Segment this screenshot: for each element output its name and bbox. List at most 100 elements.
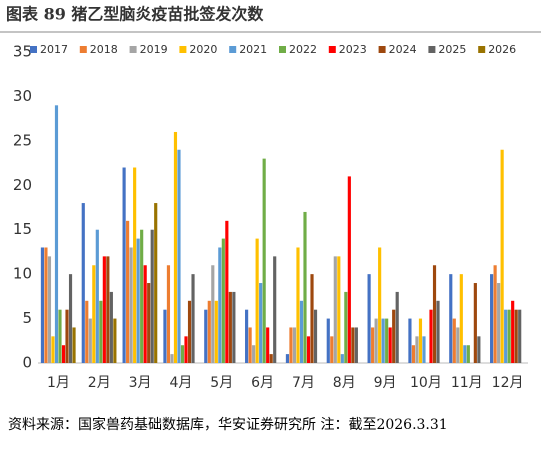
legend-label: 2022 <box>289 43 317 56</box>
bar <box>289 327 293 363</box>
bar <box>269 354 273 363</box>
bar <box>367 274 371 363</box>
legend-swatch <box>328 46 336 53</box>
bar <box>102 256 106 363</box>
x-tick-label: 9月 <box>374 375 397 391</box>
bar <box>432 265 437 363</box>
bar <box>374 318 378 363</box>
legend-swatch <box>279 46 286 53</box>
y-tick-label: 35 <box>13 43 32 61</box>
x-tick-label: 2月 <box>88 375 111 391</box>
bar <box>463 345 467 363</box>
x-tick-label: 5月 <box>210 375 233 391</box>
bar <box>326 318 330 363</box>
bar <box>473 283 477 363</box>
bar <box>313 309 318 363</box>
bar <box>507 309 511 363</box>
bar <box>429 309 433 363</box>
bar <box>133 167 137 363</box>
bar <box>245 309 249 363</box>
legend-label: 2021 <box>239 43 267 56</box>
bar <box>466 345 470 363</box>
bar <box>221 238 225 363</box>
bar <box>292 327 297 363</box>
bar <box>371 327 375 363</box>
bar <box>266 327 270 363</box>
bar <box>252 345 256 363</box>
bar <box>411 345 416 363</box>
bar <box>180 345 185 363</box>
y-tick-label: 25 <box>13 131 32 149</box>
bar <box>255 238 259 363</box>
x-tick-label: 1月 <box>47 375 70 391</box>
bar <box>436 300 440 363</box>
bar <box>72 327 76 363</box>
legend-label: 2024 <box>389 43 417 56</box>
bar <box>218 247 222 363</box>
legend-label: 2023 <box>339 43 367 56</box>
bar <box>518 309 522 363</box>
bar <box>113 318 117 363</box>
bar <box>347 176 351 363</box>
y-tick-label: 5 <box>22 309 32 327</box>
bar <box>493 265 497 363</box>
legend-swatch <box>478 46 486 53</box>
legend-label: 2025 <box>438 43 466 56</box>
bar <box>228 291 232 363</box>
bar <box>273 256 277 363</box>
bar <box>68 274 73 363</box>
bar <box>65 309 69 363</box>
bar <box>204 309 208 363</box>
bar <box>418 318 423 363</box>
bar <box>207 300 211 363</box>
bar <box>259 283 263 363</box>
bar <box>296 247 300 363</box>
bar <box>388 327 392 363</box>
bar <box>122 167 126 363</box>
bar <box>232 291 236 363</box>
bar <box>187 300 192 363</box>
bar <box>248 327 252 363</box>
bar <box>511 300 515 363</box>
bar <box>44 247 48 363</box>
legend-swatch <box>229 46 237 53</box>
bar <box>140 229 144 363</box>
x-tick-label: 3月 <box>129 375 152 391</box>
bar <box>225 220 229 363</box>
bar <box>344 291 348 363</box>
bar <box>262 158 266 363</box>
bar <box>452 318 456 363</box>
bar <box>285 354 290 363</box>
legend-swatch <box>179 46 187 53</box>
bar <box>163 309 167 363</box>
legend-label: 2018 <box>90 43 118 56</box>
legend-swatch <box>378 46 386 53</box>
bar <box>500 149 504 363</box>
bar <box>143 265 147 363</box>
bar <box>173 131 178 363</box>
bar <box>92 265 96 363</box>
bar <box>497 283 501 363</box>
legend-label: 2017 <box>40 43 68 56</box>
bar <box>354 327 358 363</box>
bar <box>490 274 494 363</box>
legend-swatch <box>79 46 87 53</box>
bar <box>333 256 337 363</box>
bar <box>310 274 314 363</box>
bar <box>154 203 158 363</box>
bar <box>129 247 133 363</box>
bar <box>58 309 62 363</box>
y-tick-label: 0 <box>22 354 32 372</box>
x-tick-label: 6月 <box>251 375 274 391</box>
bar <box>408 318 412 363</box>
bar <box>459 274 463 363</box>
legend-swatch <box>129 46 137 53</box>
bar <box>85 300 89 363</box>
y-tick-label: 15 <box>13 220 32 238</box>
y-tick-label: 10 <box>13 265 32 283</box>
bar <box>81 203 85 363</box>
bar <box>214 300 218 363</box>
bar <box>51 336 55 363</box>
